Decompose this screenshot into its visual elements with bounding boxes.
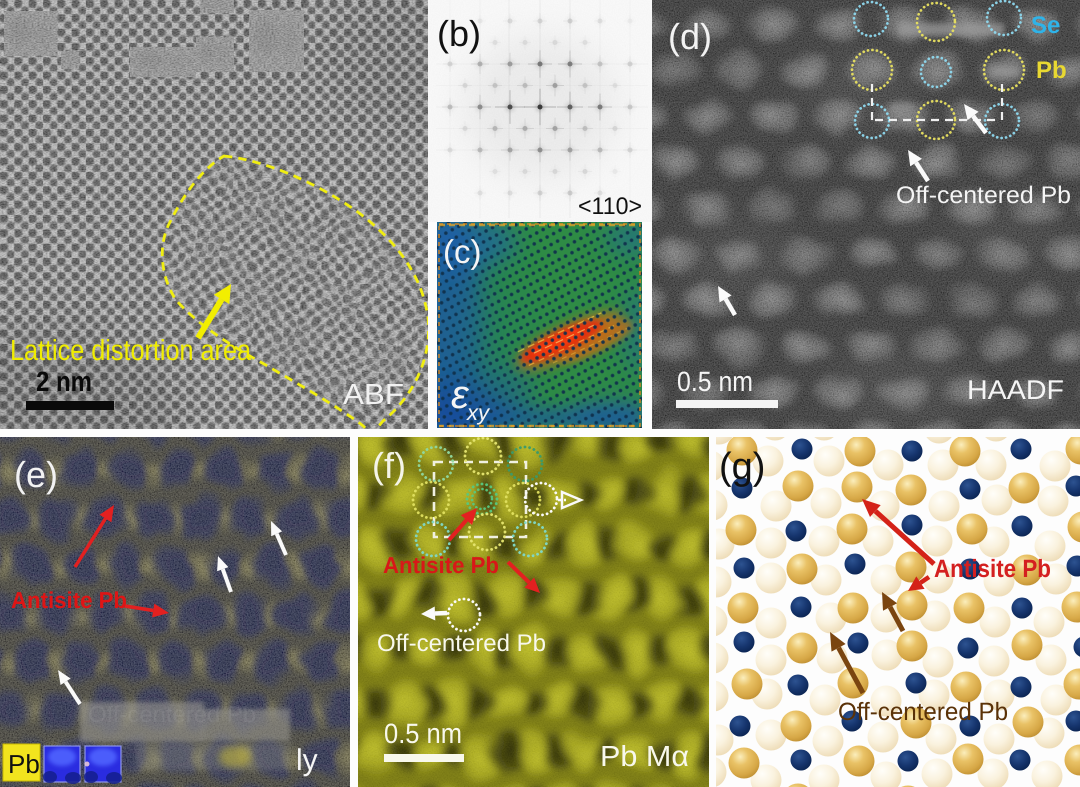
svg-text:(b): (b) <box>437 13 481 54</box>
svg-text:Antisite Pb: Antisite Pb <box>383 552 499 578</box>
svg-text:(f): (f) <box>372 445 406 486</box>
svg-text:(g): (g) <box>719 446 765 488</box>
svg-text:(c): (c) <box>443 233 481 270</box>
svg-text:Antisite Pb: Antisite Pb <box>11 587 127 613</box>
svg-text:Se: Se <box>1031 12 1060 39</box>
svg-text:<110>: <110> <box>578 193 642 220</box>
svg-text:Off-centered Pb: Off-centered Pb <box>896 182 1071 209</box>
svg-text:Pb Mα: Pb Mα <box>600 741 689 773</box>
svg-text:Off-centered Pb: Off-centered Pb <box>838 698 1008 726</box>
svg-text:HAADF: HAADF <box>967 375 1064 405</box>
svg-text:2 nm: 2 nm <box>36 366 92 397</box>
svg-text:Pb: Pb <box>1036 57 1067 84</box>
svg-text:Pb: Pb <box>8 749 40 779</box>
svg-text:xy: xy <box>466 400 491 425</box>
svg-text:Antisite Pb: Antisite Pb <box>934 555 1051 583</box>
svg-text:(e): (e) <box>14 454 58 495</box>
svg-text:ly: ly <box>296 744 318 777</box>
svg-text:0.5 nm: 0.5 nm <box>677 366 753 397</box>
svg-text:(d): (d) <box>668 16 712 57</box>
svg-text:Lattice distortion area: Lattice distortion area <box>10 335 252 367</box>
svg-text:ε: ε <box>451 373 470 417</box>
svg-text:ABF: ABF <box>343 379 404 411</box>
svg-text:0.5 nm: 0.5 nm <box>384 718 462 749</box>
svg-text:Off-centered Pb: Off-centered Pb <box>377 630 546 657</box>
svg-text:Off-centered Pb: Off-centered Pb <box>88 701 256 727</box>
